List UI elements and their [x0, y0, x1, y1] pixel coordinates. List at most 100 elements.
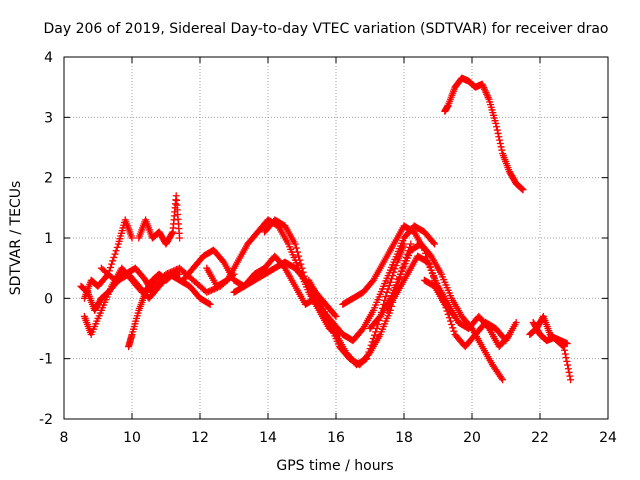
data-point — [429, 239, 437, 247]
data-point — [383, 288, 391, 296]
data-point — [371, 331, 379, 339]
data-point — [106, 263, 114, 271]
y-tick-label: 1 — [44, 231, 53, 247]
data-point — [479, 82, 487, 90]
data-point — [111, 250, 119, 258]
data-point — [108, 260, 116, 268]
data-point — [176, 234, 184, 242]
data-point — [496, 136, 504, 144]
data-point — [206, 287, 214, 295]
data-point — [109, 257, 117, 265]
data-point — [113, 243, 121, 251]
data-point — [445, 314, 453, 322]
data-point — [494, 129, 502, 137]
data-point — [299, 268, 307, 276]
data-point — [204, 288, 212, 296]
data-point — [481, 87, 489, 95]
data-point — [388, 275, 396, 283]
data-point — [519, 186, 527, 194]
chart-title: Day 206 of 2019, Sidereal Day-to-day VTE… — [43, 21, 608, 37]
x-tick-label: 20 — [463, 430, 481, 446]
data-point — [298, 264, 306, 272]
x-tick-label: 10 — [123, 430, 141, 446]
data-point — [331, 311, 339, 319]
data-point — [563, 357, 571, 365]
data-point — [203, 288, 211, 296]
data-point — [563, 340, 571, 348]
data-point — [112, 247, 120, 255]
x-tick-label: 16 — [327, 430, 345, 446]
data-point — [128, 234, 136, 242]
data-point — [444, 310, 452, 318]
data-point — [480, 85, 488, 93]
series-track-e — [135, 192, 184, 248]
data-point — [148, 287, 156, 295]
data-point — [291, 240, 299, 248]
x-tick-label: 12 — [191, 430, 209, 446]
data-point — [493, 123, 501, 131]
series-track-f — [97, 264, 156, 296]
series-track-h — [203, 216, 343, 339]
data-point — [450, 327, 458, 335]
data-point — [382, 292, 390, 300]
data-point — [564, 361, 572, 369]
data-point — [484, 94, 492, 102]
data-point — [496, 139, 504, 147]
data-point — [293, 248, 301, 256]
x-axis-label: GPS time / hours — [276, 458, 393, 474]
x-tick-label: 8 — [60, 430, 69, 446]
data-point — [446, 317, 454, 325]
data-point — [296, 256, 304, 264]
data-point — [518, 185, 526, 193]
y-tick-label: 0 — [44, 291, 53, 307]
data-point — [391, 265, 399, 273]
y-tick-label: 2 — [44, 171, 53, 187]
series-track-p — [420, 276, 520, 351]
data-point — [209, 286, 217, 294]
data-point — [562, 354, 570, 362]
data-point — [176, 270, 184, 278]
data-point — [497, 374, 505, 382]
data-point — [561, 350, 569, 358]
data-point — [478, 80, 486, 88]
data-point — [441, 300, 449, 308]
data-point — [512, 318, 520, 326]
data-point — [110, 253, 118, 261]
data-point — [297, 260, 305, 268]
y-tick-label: -2 — [39, 412, 53, 428]
data-point — [449, 324, 457, 332]
data-point — [385, 282, 393, 290]
data-point — [497, 143, 505, 151]
data-point — [431, 240, 439, 248]
data-point — [168, 229, 176, 237]
data-point — [373, 325, 381, 332]
data-point — [300, 272, 308, 280]
y-tick-label: 4 — [44, 50, 53, 66]
series-track-j — [261, 216, 408, 369]
data-point — [498, 146, 506, 154]
data-point — [448, 320, 456, 328]
data-point — [207, 286, 215, 294]
data-point — [295, 252, 303, 260]
data-point — [386, 278, 394, 286]
data-point — [205, 300, 213, 308]
y-tick-label: -1 — [39, 352, 53, 368]
data-point — [564, 365, 572, 373]
data-point — [480, 84, 488, 92]
data-point — [566, 372, 574, 380]
data-point — [443, 307, 451, 315]
data-point — [442, 304, 450, 312]
data-point — [407, 240, 415, 248]
y-tick-label: 3 — [44, 110, 53, 126]
x-tick-label: 18 — [395, 430, 413, 446]
series-track-q — [441, 74, 527, 194]
data-point — [332, 312, 340, 320]
data-point — [206, 300, 214, 308]
data-point — [499, 376, 507, 384]
x-tick-label: 14 — [259, 430, 277, 446]
series-track-s — [529, 318, 571, 348]
data-point — [492, 119, 500, 127]
data-point — [483, 92, 491, 100]
data-point — [567, 376, 575, 384]
